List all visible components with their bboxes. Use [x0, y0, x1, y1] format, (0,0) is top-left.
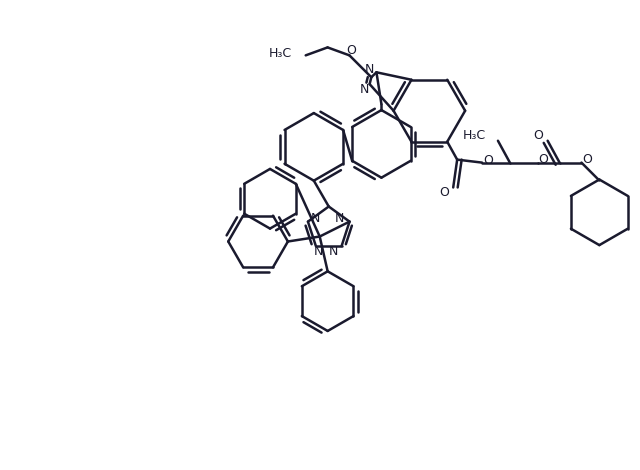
Text: O: O — [539, 153, 548, 166]
Text: H₃C: H₃C — [269, 47, 292, 60]
Text: N: N — [314, 244, 324, 258]
Text: O: O — [582, 153, 593, 166]
Text: O: O — [483, 154, 493, 167]
Text: N: N — [335, 212, 344, 225]
Text: N: N — [311, 212, 321, 225]
Text: N: N — [365, 63, 374, 76]
Text: N: N — [329, 244, 339, 258]
Text: O: O — [532, 129, 543, 142]
Text: N: N — [360, 83, 369, 95]
Text: O: O — [346, 44, 356, 57]
Text: O: O — [439, 186, 449, 199]
Text: H₃C: H₃C — [463, 129, 486, 142]
